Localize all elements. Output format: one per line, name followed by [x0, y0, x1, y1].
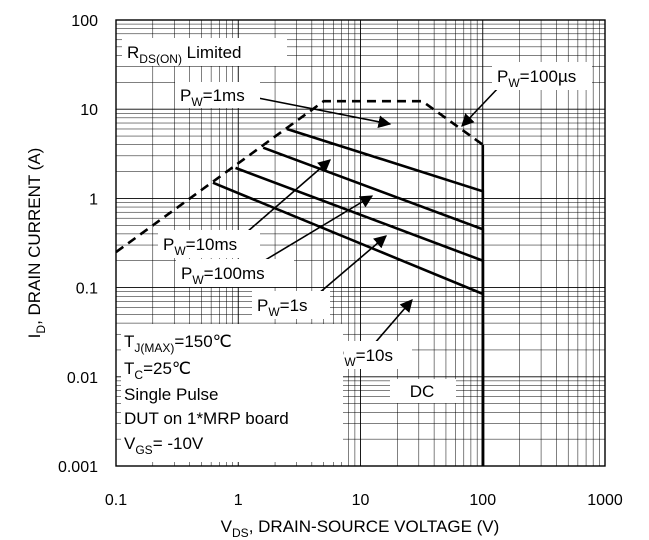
pw10ms-label-bg: [158, 230, 260, 258]
pw-10ms-label: PW=10ms: [163, 235, 237, 258]
plot-frame: [115, 19, 606, 467]
cond-tc: TC=25℃: [124, 359, 191, 382]
arrow-pw-100us: [461, 85, 501, 127]
arrow-pw-10ms: [246, 159, 331, 233]
soa-curves: [115, 99, 485, 466]
arrow-pw-100ms: [261, 195, 374, 263]
cond-tj-max: TJ(MAX)=150℃: [124, 332, 232, 355]
series-r-ds-on-limited: [115, 99, 484, 254]
rds-limited-label: RDS(ON) Limited: [127, 43, 241, 66]
x-tick-label: 0.1: [105, 492, 127, 509]
arrow-pw-1ms: [257, 97, 392, 129]
arrow-pw-10s: [373, 299, 413, 345]
pw1s-label-bg: [252, 291, 330, 319]
y-tick-label: 0.01: [67, 370, 98, 387]
x-tick-label: 10: [352, 492, 370, 509]
y-axis-title: ID, DRAIN CURRENT (A): [25, 148, 48, 339]
cond-vgs: VGS= -10V: [124, 434, 204, 457]
x-tick-label: 1000: [587, 492, 623, 509]
pw1ms-label-bg: [175, 82, 260, 108]
pw100ms-label-bg: [176, 259, 294, 287]
dc-label-bg: [390, 379, 456, 403]
y-tick-label: 0.001: [58, 459, 98, 476]
pw-1s-label: PW=1s: [257, 296, 308, 319]
conditions-bg: [121, 324, 343, 462]
x-tick-label: 1: [234, 492, 243, 509]
cond-single-pulse: Single Pulse: [124, 385, 219, 404]
y-tick-label: 0.1: [76, 281, 98, 298]
x-tick-label: 100: [469, 492, 496, 509]
pw-100us-label: PW=100µs: [497, 67, 576, 90]
dc-label: DC: [410, 382, 435, 401]
label-arrows: [246, 85, 501, 345]
y-tick-label: 1: [89, 191, 98, 208]
pw-100ms-label: PW=100ms: [181, 264, 265, 287]
cond-dut-board: DUT on 1*MRP board: [124, 409, 289, 428]
pw100us-label-bg: [492, 62, 592, 90]
y-tick-label: 10: [80, 102, 98, 119]
pw-1ms-label: PW=1ms: [180, 86, 245, 109]
tick-labels: 0.1 1 10 100 1000 0.001 0.01 0.1 1 10 100: [58, 13, 623, 509]
arrow-pw-1s: [317, 235, 387, 295]
y-tick-label: 100: [71, 13, 98, 30]
x-axis-title: VDS, DRAIN-SOURCE VOLTAGE (V): [221, 517, 500, 540]
rds-label-bg: [122, 38, 287, 66]
